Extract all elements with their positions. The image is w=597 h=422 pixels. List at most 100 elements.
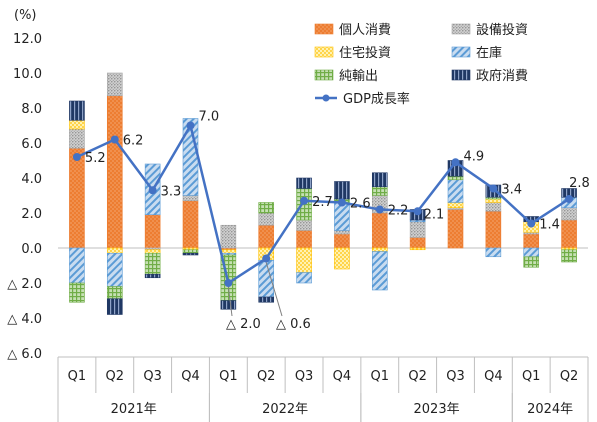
x-tick-label: Q2 xyxy=(408,369,427,384)
gdp-value-label: 3.4 xyxy=(501,183,522,198)
bar-segment xyxy=(485,198,502,203)
gdp-value-label: 1.4 xyxy=(539,218,560,233)
bar-segment xyxy=(220,224,237,249)
bar-segment xyxy=(523,233,540,249)
gdp-point xyxy=(110,135,119,144)
gdp-point xyxy=(186,121,195,130)
gdp-value-label: △ 2.0 xyxy=(226,317,261,332)
stacked-bars xyxy=(69,72,577,315)
bar-segment xyxy=(258,224,275,249)
bar-segment xyxy=(106,298,123,315)
bar-segment xyxy=(220,300,237,310)
gdp-point xyxy=(262,254,271,263)
gdp-value-label: 2.2 xyxy=(388,204,409,219)
bar-segment xyxy=(296,272,312,284)
bar-segment xyxy=(371,186,388,196)
bar-segment xyxy=(106,72,123,97)
y-tick-label: 8.0 xyxy=(21,102,42,117)
legend-swatch xyxy=(451,46,471,58)
x-tick-label: Q3 xyxy=(446,369,465,384)
bar-segment xyxy=(523,256,540,268)
bar-segment xyxy=(296,230,312,249)
x-tick-label: Q3 xyxy=(295,369,314,384)
bar-segment xyxy=(485,202,502,212)
y-tick-label: 10.0 xyxy=(13,67,42,82)
gdp-value-label: 2.8 xyxy=(569,176,590,191)
x-tick-label: Q2 xyxy=(257,369,276,384)
legend-label: 設備投資 xyxy=(476,22,528,38)
bar-segment xyxy=(106,252,123,287)
legend-swatch xyxy=(314,69,334,81)
label-leader-line xyxy=(265,262,283,317)
gdp-point xyxy=(224,279,233,287)
x-tick-label: Q2 xyxy=(560,369,579,384)
gdp-value-label: 5.2 xyxy=(85,151,106,166)
bar-segment xyxy=(447,179,464,203)
bar-segment xyxy=(69,100,85,121)
bar-segment xyxy=(106,286,123,300)
gdp-point xyxy=(565,195,574,203)
bar-segment xyxy=(144,214,161,249)
legend-swatch xyxy=(451,23,471,35)
gdp-value-label: 7.0 xyxy=(199,110,220,125)
bar-segment xyxy=(258,296,275,303)
bar-segment xyxy=(182,252,199,256)
x-tick-label: Q1 xyxy=(68,369,87,384)
bar-segment xyxy=(371,247,388,252)
bar-segment xyxy=(69,119,85,130)
bar-segment xyxy=(485,247,502,258)
legend-label: 個人消費 xyxy=(339,23,391,38)
x-tick-label: Q4 xyxy=(181,369,200,384)
bar-segment xyxy=(296,219,312,231)
y-tick-label: △ 2.0 xyxy=(7,277,42,292)
bar-segment xyxy=(106,95,123,249)
bar-segment xyxy=(561,207,577,221)
unit-label: (%) xyxy=(14,8,37,23)
legend-label: 住宅投資 xyxy=(339,45,391,61)
bar-segment xyxy=(409,247,426,251)
bar-segment xyxy=(258,212,275,226)
gdp-point xyxy=(375,205,384,214)
y-axis-ticks: 12.0 10.0 8.0 6.0 4.0 2.0 0.0 △ 2.0 △ 4.0 △ 6.0 xyxy=(7,32,42,362)
gdp-value-label: 2.6 xyxy=(350,197,371,212)
bar-segment xyxy=(447,202,464,209)
gdp-line xyxy=(72,121,574,287)
gdp-value-label: 4.9 xyxy=(464,149,485,164)
year-label: 2022年 xyxy=(262,402,308,417)
bar-segment xyxy=(182,195,199,202)
bar-segment xyxy=(485,210,502,249)
y-tick-label: △ 6.0 xyxy=(7,347,42,362)
gdp-point xyxy=(451,158,460,167)
gdp-point xyxy=(72,153,81,161)
bar-segment xyxy=(334,181,350,200)
gdp-value-label: 2.7 xyxy=(312,195,333,210)
gdp-point xyxy=(300,196,309,205)
legend-swatch xyxy=(314,46,334,58)
bar-segment xyxy=(371,212,388,249)
gdp-point xyxy=(148,186,157,195)
year-label: 2024年 xyxy=(527,402,573,417)
legend-label: 純輸出 xyxy=(339,69,378,84)
bar-segment xyxy=(561,249,577,263)
y-tick-label: 4.0 xyxy=(21,172,42,187)
gdp-value-label: △ 0.6 xyxy=(276,317,311,332)
x-axis: Q1 Q2 Q3 Q4 Q1 Q2 Q3 Q4 Q1 Q2 Q3 Q4 Q1 Q2 2021年 2022年 20… xyxy=(57,356,589,422)
gdp-point xyxy=(527,219,536,228)
x-tick-label: Q1 xyxy=(371,369,390,384)
bar-segment xyxy=(69,147,85,249)
x-tick-label: Q1 xyxy=(522,369,541,384)
x-tick-label: Q2 xyxy=(106,369,125,384)
legend-label: 政府消費 xyxy=(476,69,528,84)
year-label: 2021年 xyxy=(111,402,157,417)
gdp-value-label: 2.1 xyxy=(424,207,445,222)
x-tick-label: Q1 xyxy=(219,369,238,384)
bar-segment xyxy=(371,251,388,291)
legend-swatch xyxy=(451,69,471,81)
bar-segment xyxy=(334,230,350,235)
bar-segment xyxy=(371,172,388,188)
bar-segment xyxy=(334,202,350,231)
bar-segment xyxy=(334,247,350,270)
label-leader-line xyxy=(227,286,233,317)
